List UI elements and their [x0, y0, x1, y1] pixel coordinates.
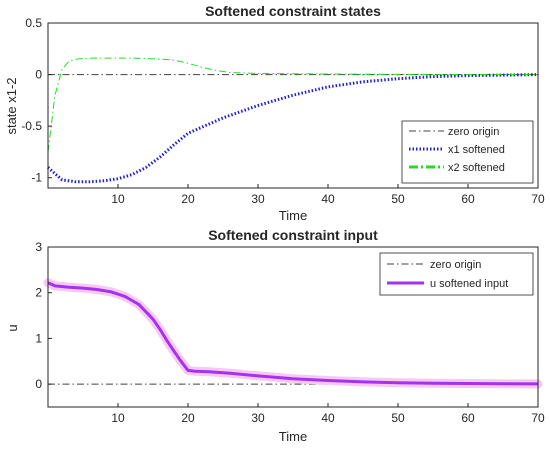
- input-title: Softened constraint input: [208, 227, 378, 243]
- input-ytick-label: 3: [35, 240, 42, 254]
- input-legend-label-u: u softened input: [430, 278, 508, 290]
- states-ylabel: state x1-2: [4, 77, 19, 134]
- states-ytick-label: 0: [35, 68, 42, 82]
- input-xtick-label: 30: [251, 411, 265, 425]
- input-ylabel: u: [5, 324, 20, 331]
- input-xtick-label: 40: [321, 411, 335, 425]
- states-xtick-label: 20: [181, 192, 195, 206]
- states-xtick-label: 60: [461, 192, 475, 206]
- states-xtick-label: 50: [391, 192, 405, 206]
- input-xlabel: Time: [279, 429, 307, 444]
- states-legend-label-x2: x2 softened: [448, 162, 505, 174]
- input-legend-box: [379, 252, 534, 296]
- states-xtick-label: 40: [321, 192, 335, 206]
- input-xtick-label: 60: [461, 411, 475, 425]
- states-ytick-label: 0.5: [25, 16, 42, 30]
- states-xtick-label: 10: [111, 192, 125, 206]
- input-ytick-label: 0: [35, 377, 42, 391]
- input-series-band-1: [43, 278, 543, 389]
- input-xtick-label: 10: [111, 411, 125, 425]
- states-panel: Softened constraint states 10 20 30 40 50 60 7…: [4, 3, 545, 223]
- states-xtick-label: 70: [531, 192, 545, 206]
- states-series-x2-softened: [47, 57, 539, 152]
- input-panel: Softened constraint input 10 20 30 40 50 60 70…: [5, 227, 545, 444]
- states-xlabel: Time: [279, 208, 307, 223]
- input-plot-area: [43, 278, 543, 389]
- input-xtick-label: 70: [531, 411, 545, 425]
- input-xtick-label: 20: [181, 411, 195, 425]
- states-ticks: 10 20 30 40 50 60 70 -1 -0.5 0 0.5: [21, 16, 545, 206]
- input-ticks: 10 20 30 40 50 60 70 0 1 2 3: [35, 240, 545, 425]
- input-ytick-label: 1: [35, 331, 42, 345]
- input-ytick-label: 2: [35, 286, 42, 300]
- input-legend-label-zero: zero origin: [430, 259, 481, 271]
- states-title: Softened constraint states: [205, 3, 381, 19]
- states-xtick-label: 30: [251, 192, 265, 206]
- input-axes-box: [47, 246, 539, 408]
- input-series-u-softened-input: [47, 281, 539, 386]
- input-xtick-label: 50: [391, 411, 405, 425]
- states-ytick-label: -1: [31, 171, 42, 185]
- states-legend-label-x1: x1 softened: [448, 144, 505, 156]
- states-axes-box: [47, 22, 539, 189]
- states-plot-area: [47, 57, 539, 184]
- states-ytick-label: -0.5: [21, 119, 42, 133]
- states-legend-label-zero: zero origin: [448, 126, 499, 138]
- input-legend: zero origin u softened input: [379, 252, 534, 296]
- states-legend: zero origin x1 softened x2 softened: [401, 120, 534, 184]
